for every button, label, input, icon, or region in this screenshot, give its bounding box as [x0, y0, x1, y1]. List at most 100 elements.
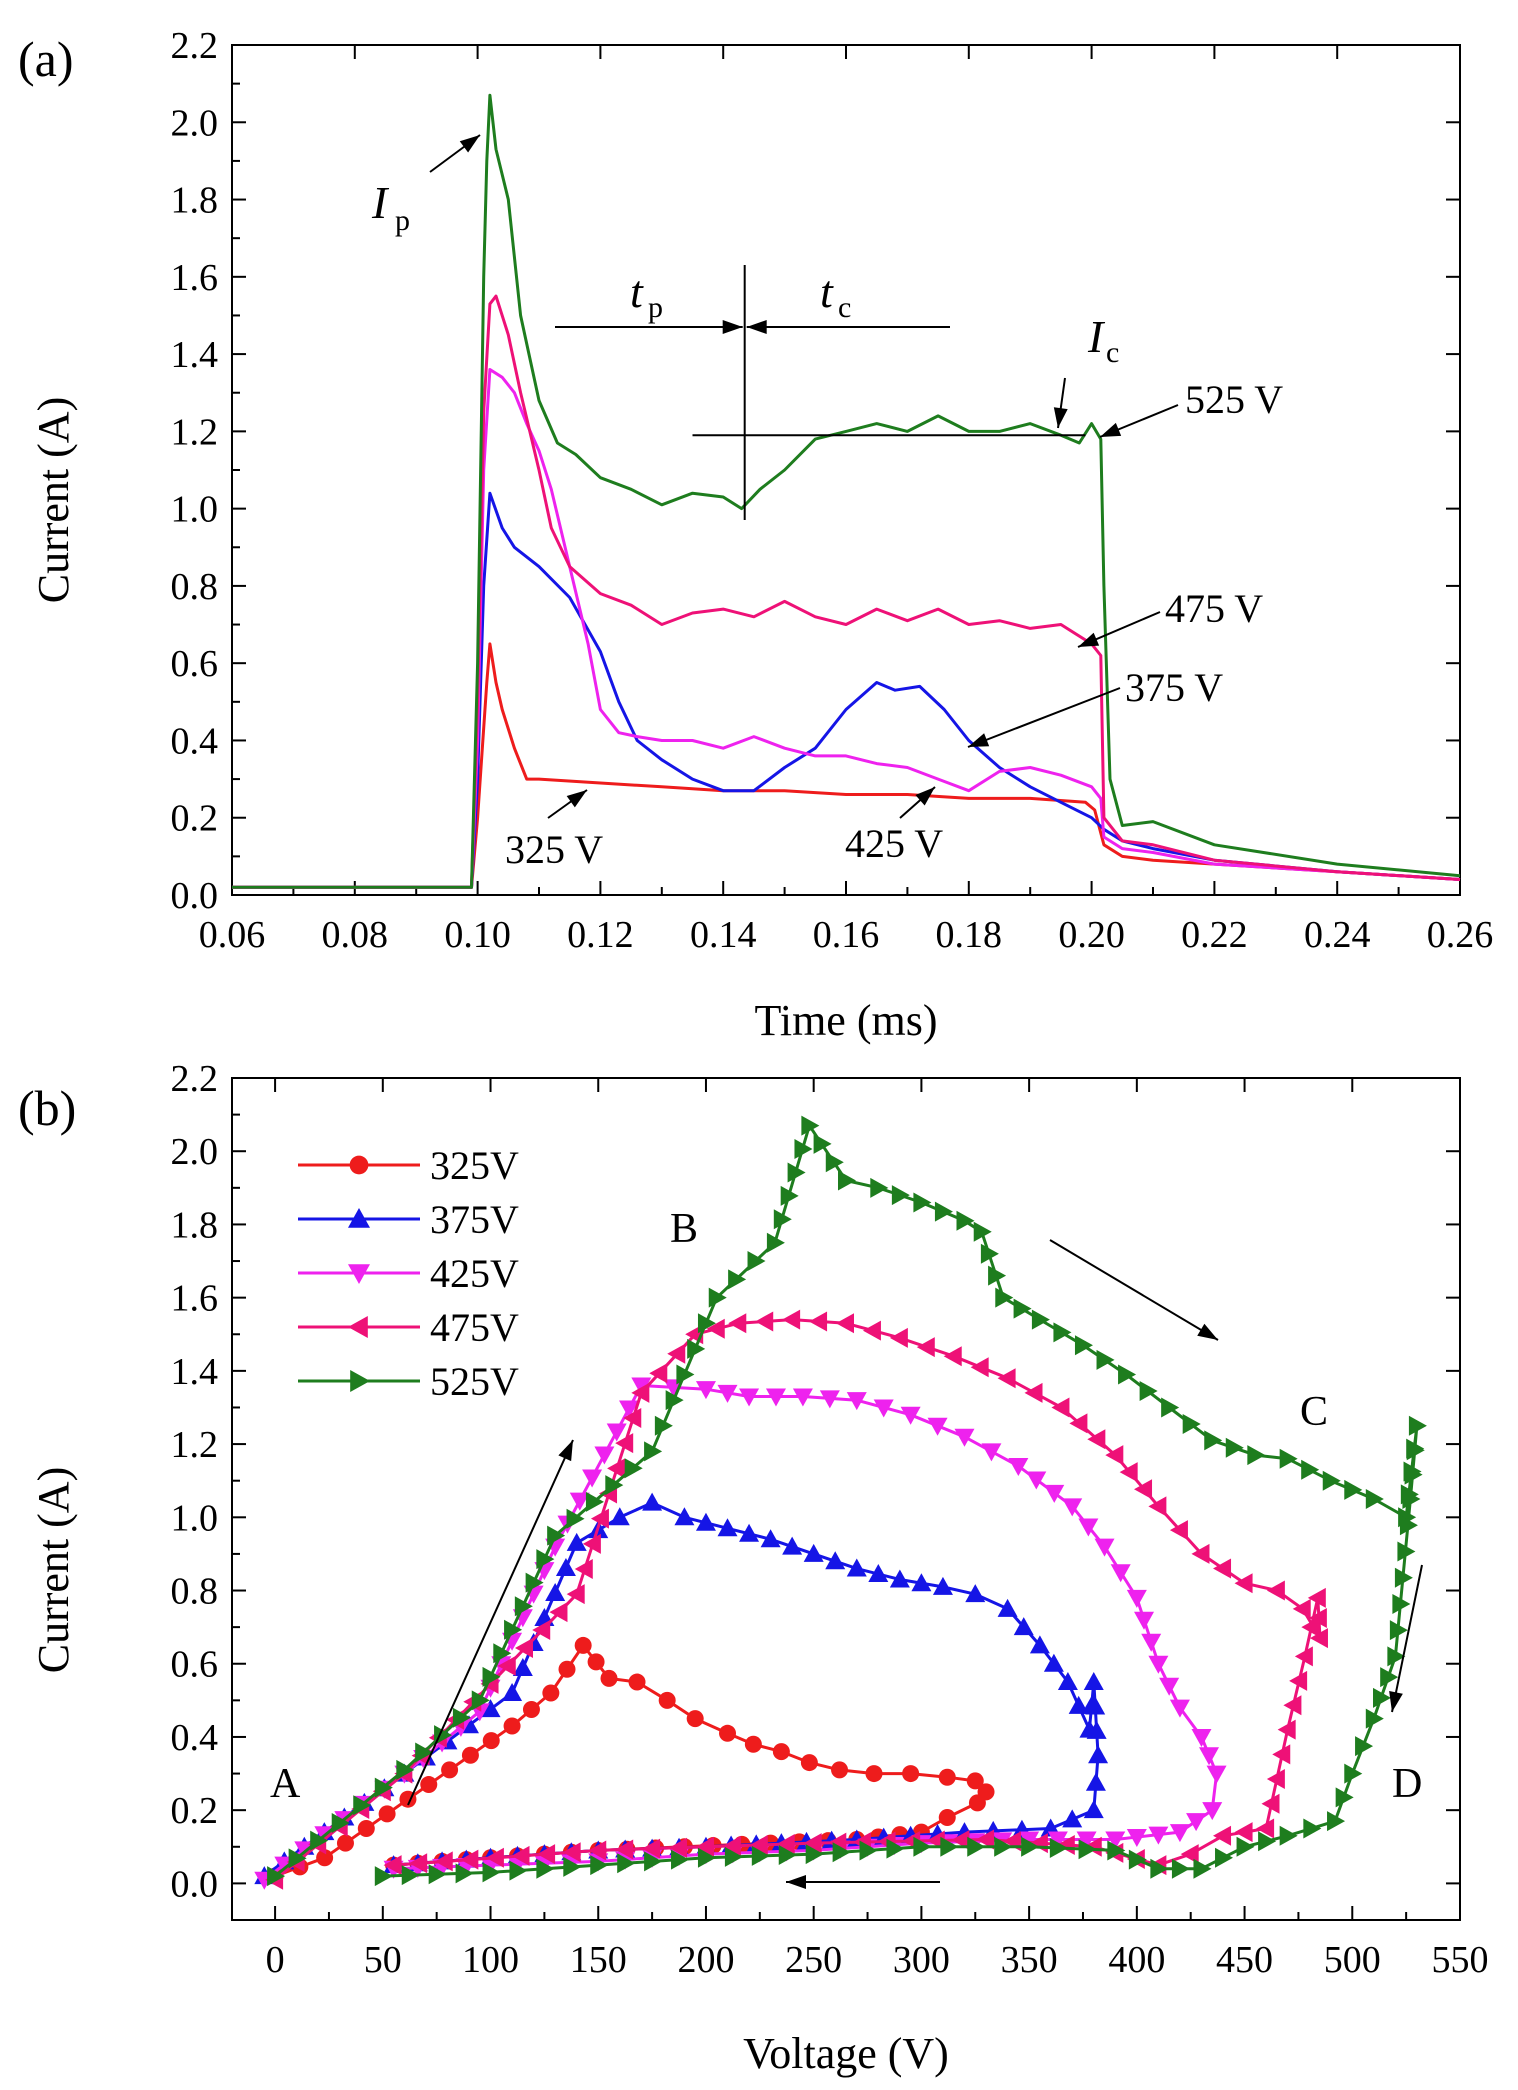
series-475v-marker — [549, 1602, 568, 1623]
series-525v-marker — [1053, 1322, 1072, 1343]
series-325v-marker — [865, 1765, 883, 1783]
panel-b-ytick-label: 1.8 — [171, 1204, 219, 1246]
panel-b-frame — [231, 1077, 1461, 1921]
series-525v-marker — [1387, 1646, 1406, 1667]
series-475v-marker — [706, 1318, 725, 1339]
series-525v-marker — [1171, 1858, 1190, 1879]
series-525v-marker — [654, 1415, 673, 1436]
series-325v-marker — [378, 1805, 396, 1823]
series-475v-marker — [997, 1368, 1016, 1389]
series-375v-marker — [1029, 1635, 1050, 1654]
series-425v-marker — [1202, 1802, 1223, 1821]
series-475v-marker — [722, 1835, 741, 1856]
series-525v-marker — [1301, 1459, 1320, 1480]
series-475v-marker — [1148, 1496, 1167, 1517]
annotation-ic: I — [1087, 311, 1106, 362]
series-525v-marker — [1303, 1818, 1322, 1839]
v325-arrow-head — [566, 790, 587, 808]
panel-b-ytick-label: 1.0 — [171, 1497, 219, 1539]
arrow-a-to-b-shaft — [407, 1439, 574, 1806]
series-475v-marker — [1266, 1580, 1285, 1601]
series-525v-marker — [401, 1865, 420, 1886]
panel-b-ytick-label: 0.4 — [171, 1717, 219, 1759]
series-325v-marker — [336, 1834, 354, 1852]
v375-arrow-head — [968, 733, 990, 747]
panel-b-xtick-label: 250 — [785, 1939, 842, 1981]
series-375v-marker — [1057, 1672, 1078, 1691]
series-475v-marker — [1105, 1445, 1124, 1466]
series-525v-marker — [1373, 1687, 1392, 1708]
series-525v-marker — [751, 1845, 770, 1866]
series-325v-marker — [461, 1746, 479, 1764]
v425-arrow-head — [915, 787, 935, 806]
series-475v-marker — [562, 1842, 581, 1863]
series-525v-marker — [536, 1549, 555, 1570]
series-475v-marker — [1169, 1520, 1188, 1541]
series-525v-marker — [973, 1221, 992, 1242]
series-525v-marker — [1279, 1448, 1298, 1469]
series-525v-marker — [1225, 1437, 1244, 1458]
series-375v-marker — [545, 1582, 566, 1601]
series-525v-marker — [1204, 1430, 1223, 1451]
series-425v-marker — [1169, 1824, 1190, 1843]
series-375v-marker — [825, 1551, 846, 1570]
ic-arrow-head — [1053, 407, 1068, 428]
panel-a-xtick-label: 0.06 — [199, 914, 266, 956]
series-425v-marker — [1191, 1728, 1212, 1747]
series-525v-marker — [566, 1508, 585, 1529]
series-475v-marker — [803, 1833, 822, 1854]
series-525v-marker — [1322, 1470, 1341, 1491]
point-label-d: D — [1392, 1761, 1422, 1807]
series-375v-marker — [512, 1658, 533, 1677]
series-375v-marker — [1068, 1695, 1089, 1714]
annotation-ip-sub: p — [395, 204, 410, 237]
panel-a-ytick-label: 0.2 — [171, 798, 219, 840]
series-475v-marker — [383, 1855, 402, 1876]
series-475v-marker — [1289, 1670, 1308, 1691]
series-375v-marker — [782, 1536, 803, 1555]
series-425v-marker — [1148, 1826, 1169, 1845]
panel-a-ytick-label: 0.4 — [171, 720, 219, 762]
series-525v-marker — [1247, 1445, 1266, 1466]
series-475v-marker — [1301, 1617, 1320, 1638]
series-525v-marker — [778, 1845, 797, 1866]
series-475v-marker — [409, 1853, 428, 1874]
series-525v-marker — [455, 1863, 474, 1884]
series-375v-marker — [695, 1512, 716, 1531]
series-475v-marker — [642, 1838, 661, 1859]
series-525v-marker — [825, 1152, 844, 1173]
series-525v-marker — [671, 1849, 690, 1870]
series-325v-marker — [628, 1673, 646, 1691]
series-525v-marker — [493, 1643, 512, 1664]
series-525v-marker — [813, 1133, 832, 1154]
series-525v-marker — [995, 1287, 1014, 1308]
series-425v-marker — [1126, 1589, 1147, 1608]
series-475v-marker — [631, 1382, 650, 1403]
series-475v-marker — [695, 1836, 714, 1857]
series-525v-marker — [514, 1596, 533, 1617]
series-525v-marker — [988, 1265, 1007, 1286]
series-425v-marker — [663, 1379, 684, 1398]
series-425v-marker — [1044, 1484, 1065, 1503]
series-525v-marker — [913, 1836, 932, 1857]
legend-marker-325v — [349, 1155, 369, 1175]
series-325v-marker — [316, 1849, 334, 1867]
series-525v-marker — [766, 1232, 785, 1253]
series-525v-marker — [1399, 1515, 1418, 1536]
panel-a-xtick-label: 0.22 — [1181, 914, 1248, 956]
series-475v-marker — [497, 1655, 516, 1676]
panel-a-xtick-label: 0.20 — [1058, 914, 1125, 956]
series-375v-marker — [846, 1558, 867, 1577]
series-475v-marker — [532, 1620, 551, 1641]
legend-marker-525v — [350, 1370, 370, 1392]
point-label-b: B — [670, 1206, 698, 1252]
panel-a-ytick-label: 1.8 — [171, 180, 219, 222]
series-375v-marker — [534, 1607, 555, 1626]
series-525v-marker — [805, 1844, 824, 1865]
panel-a-ytick-label: 1.6 — [171, 257, 219, 299]
series-425v-marker — [1105, 1831, 1126, 1850]
panel-a-xtick-label: 0.24 — [1304, 914, 1371, 956]
panel-b-xlabel: Voltage (V) — [743, 2029, 949, 2078]
series-525v-marker — [624, 1458, 643, 1479]
